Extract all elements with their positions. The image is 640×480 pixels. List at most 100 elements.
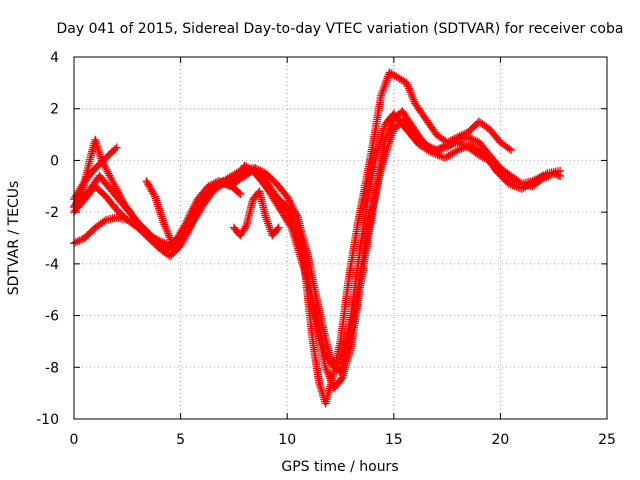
data-point	[457, 144, 466, 153]
data-point	[460, 129, 469, 138]
data-point	[151, 194, 160, 203]
y-tick-label: -6	[45, 309, 59, 325]
data-point	[408, 92, 417, 101]
data-point	[145, 182, 154, 191]
data-point	[506, 180, 515, 189]
data-point	[285, 196, 294, 205]
data-point	[258, 167, 267, 176]
data-point	[469, 135, 478, 144]
y-tick-label: -10	[36, 412, 59, 428]
data-point	[402, 78, 411, 87]
data-point	[164, 231, 173, 240]
chart-title: Day 041 of 2015, Sidereal Day-to-day VTE…	[57, 21, 624, 37]
data-point	[111, 182, 120, 191]
y-tick-label: 0	[50, 153, 59, 169]
data-point	[153, 200, 162, 209]
data-point	[152, 198, 161, 207]
data-point	[408, 93, 417, 102]
data-point	[241, 222, 250, 231]
data-point	[455, 145, 464, 154]
data-point	[291, 209, 300, 218]
data-point	[287, 200, 296, 209]
data-point	[151, 192, 160, 201]
data-point	[156, 210, 165, 219]
data-point	[431, 150, 440, 159]
data-point	[426, 147, 435, 156]
data-point	[75, 236, 84, 245]
data-point	[510, 181, 519, 190]
data-point	[505, 144, 514, 153]
data-point	[323, 368, 332, 377]
y-tick-label: -2	[45, 205, 59, 221]
data-point	[433, 150, 442, 159]
data-point	[428, 148, 437, 157]
data-point	[284, 194, 293, 203]
series-track-3	[70, 143, 121, 204]
data-point	[189, 214, 198, 223]
data-point	[187, 218, 196, 227]
data-point	[157, 240, 166, 249]
data-point	[459, 143, 468, 152]
data-point	[71, 238, 80, 247]
data-point	[381, 78, 390, 87]
plot-frame	[73, 56, 608, 420]
data-point	[327, 378, 336, 387]
data-point	[77, 235, 86, 244]
data-point	[196, 201, 205, 210]
grid-layer	[74, 57, 607, 419]
x-tick-label: 15	[385, 432, 403, 448]
data-point	[435, 151, 444, 160]
data-point	[148, 187, 157, 196]
data-point	[379, 84, 388, 93]
data-point	[105, 171, 114, 180]
data-point	[160, 220, 169, 229]
data-point	[337, 354, 346, 363]
data-point	[188, 216, 197, 225]
x-tick-label: 25	[598, 432, 616, 448]
data-point	[286, 221, 295, 230]
data-point	[404, 82, 413, 91]
data-point	[378, 87, 387, 96]
data-point	[103, 167, 112, 176]
data-layer	[70, 68, 565, 408]
data-point	[186, 221, 195, 230]
data-point	[143, 178, 152, 187]
data-point	[155, 206, 164, 215]
data-point	[146, 184, 155, 193]
data-point	[185, 223, 194, 232]
data-point	[381, 80, 390, 89]
data-point	[324, 370, 333, 379]
data-point	[430, 149, 439, 158]
data-point	[191, 210, 200, 219]
data-point	[406, 88, 415, 97]
data-point	[382, 76, 391, 85]
data-point	[159, 218, 168, 227]
series-track-6	[229, 187, 283, 240]
data-point	[109, 178, 118, 187]
data-point	[236, 190, 245, 199]
data-point	[403, 80, 412, 89]
data-point	[404, 84, 413, 93]
data-point	[261, 213, 270, 222]
data-point	[471, 136, 480, 145]
data-point	[195, 203, 204, 212]
y-tick-label: -8	[45, 360, 59, 376]
data-point	[453, 146, 462, 155]
data-point	[290, 207, 299, 216]
data-point	[556, 166, 565, 175]
data-point	[461, 143, 470, 152]
data-point	[152, 196, 161, 205]
data-point	[102, 165, 111, 174]
data-point	[466, 134, 475, 143]
data-point	[262, 215, 271, 224]
data-point	[264, 221, 273, 230]
data-point	[164, 229, 173, 238]
data-point	[161, 224, 170, 233]
data-point	[142, 177, 151, 186]
data-point	[289, 205, 298, 214]
data-point	[73, 237, 82, 246]
y-tick-label: 2	[50, 102, 59, 118]
data-point	[162, 226, 171, 235]
data-point	[263, 217, 272, 226]
